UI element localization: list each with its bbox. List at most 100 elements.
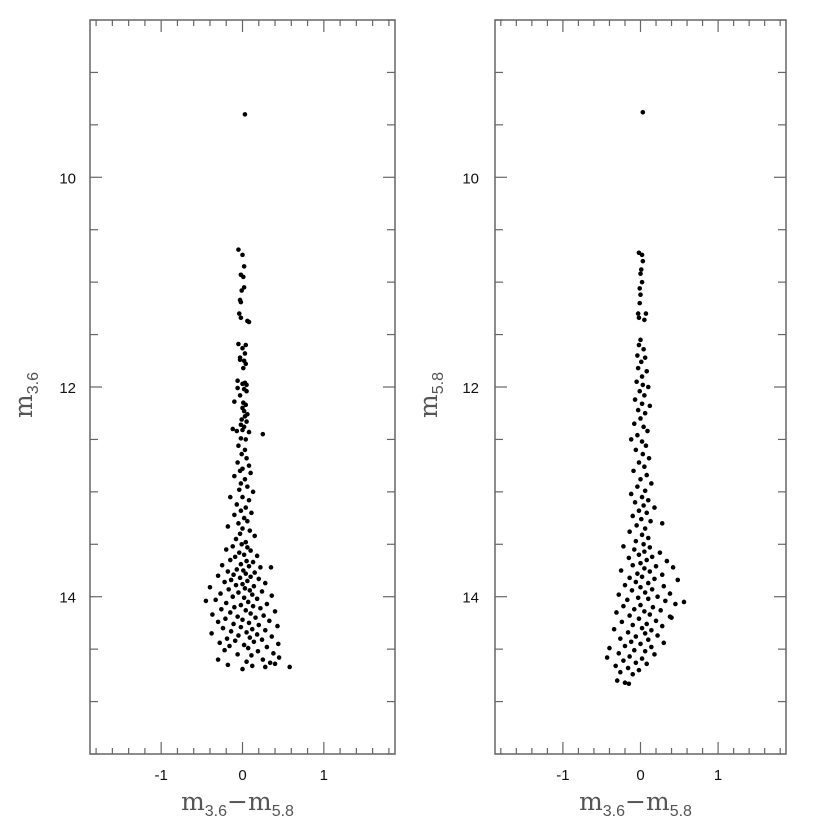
data-point <box>644 368 650 374</box>
data-point <box>232 638 238 644</box>
data-point <box>653 618 659 624</box>
data-point <box>633 538 639 544</box>
data-point <box>237 468 243 474</box>
x-tick-label: 0 <box>636 767 644 784</box>
data-point <box>631 606 637 612</box>
data-point <box>225 524 231 529</box>
data-point <box>644 510 650 516</box>
data-point <box>635 571 640 576</box>
data-point <box>640 258 646 264</box>
data-point <box>638 602 643 608</box>
data-point <box>252 570 257 575</box>
data-point <box>649 481 654 486</box>
data-point <box>630 513 636 519</box>
data-point <box>639 279 645 285</box>
data-point <box>642 464 647 469</box>
data-point <box>628 639 634 645</box>
data-point <box>633 447 639 453</box>
data-point <box>247 588 253 593</box>
data-point <box>652 652 657 657</box>
data-point <box>242 112 248 117</box>
data-point <box>645 596 651 602</box>
data-point <box>239 417 244 422</box>
data-point <box>636 667 642 673</box>
data-point <box>241 264 247 269</box>
data-point <box>236 521 241 526</box>
data-point <box>238 481 244 486</box>
x-tick-label: 1 <box>714 767 722 784</box>
data-point <box>228 629 234 634</box>
data-point <box>254 553 260 559</box>
data-point <box>259 589 265 594</box>
data-point <box>246 497 252 503</box>
data-point <box>629 588 635 593</box>
data-point <box>247 528 253 533</box>
data-point <box>254 632 260 637</box>
label-subscript: 5.8 <box>430 372 447 394</box>
data-point <box>659 521 665 526</box>
data-point <box>232 473 237 479</box>
data-point <box>264 644 270 650</box>
data-point <box>262 664 268 670</box>
data-point <box>648 518 653 524</box>
data-point <box>642 590 648 595</box>
data-point <box>256 576 262 582</box>
data-point <box>238 299 244 305</box>
data-point <box>642 631 648 636</box>
data-point <box>236 311 242 316</box>
y-tick-label: 12 <box>59 380 76 397</box>
data-point <box>236 341 241 347</box>
data-point <box>638 516 644 522</box>
data-point <box>244 558 249 564</box>
data-point <box>626 555 632 561</box>
data-point <box>638 584 643 590</box>
data-point <box>275 623 280 629</box>
data-point <box>287 664 292 670</box>
data-point <box>642 410 648 416</box>
label-subscript: 5.8 <box>272 803 294 820</box>
data-point <box>246 429 252 435</box>
data-point <box>638 416 643 421</box>
data-point <box>241 274 246 280</box>
data-point <box>619 619 625 625</box>
data-point <box>635 353 640 358</box>
data-point <box>238 436 244 441</box>
data-point <box>262 627 268 633</box>
data-point <box>218 591 223 596</box>
data-point <box>631 647 637 653</box>
data-point <box>639 374 645 379</box>
data-point <box>639 252 645 258</box>
data-point <box>636 342 642 348</box>
data-point <box>635 365 641 371</box>
data-point <box>259 637 265 643</box>
data-point <box>247 635 253 640</box>
data-point <box>634 523 639 528</box>
data-point <box>231 572 236 577</box>
data-point <box>646 456 652 461</box>
data-point <box>649 587 655 592</box>
data-point <box>638 337 643 343</box>
data-point <box>250 603 256 609</box>
data-point <box>240 617 245 623</box>
data-point <box>639 494 645 500</box>
data-point <box>256 622 262 628</box>
data-point <box>251 583 257 589</box>
data-point <box>241 285 247 290</box>
data-point <box>647 612 653 617</box>
data-point <box>639 401 645 407</box>
data-point <box>248 548 253 553</box>
data-point <box>622 643 628 649</box>
data-point <box>230 544 236 549</box>
data-point <box>627 654 632 659</box>
data-point <box>238 508 244 514</box>
data-point <box>249 653 254 658</box>
data-point <box>636 460 642 465</box>
data-point <box>637 388 643 394</box>
data-point <box>657 550 663 555</box>
label-subscript: 3.6 <box>603 803 625 820</box>
data-point <box>635 407 641 413</box>
data-point <box>228 494 233 500</box>
data-point <box>224 636 230 641</box>
data-point <box>235 614 240 619</box>
